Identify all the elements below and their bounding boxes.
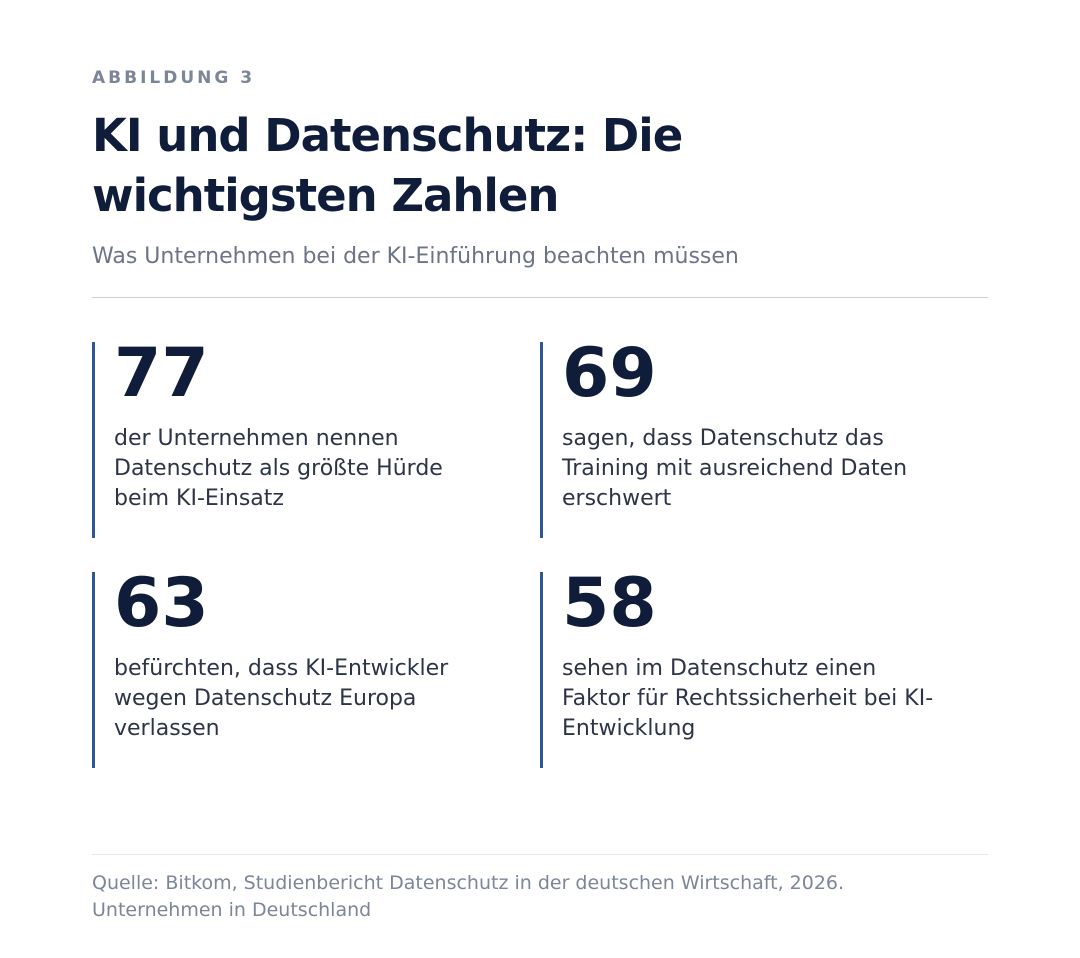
- stat-value: 63: [114, 564, 209, 643]
- stat-value: 77: [114, 334, 209, 413]
- stat-card: 63 befürchten, dass KI-Entwickler wegen …: [92, 564, 502, 768]
- source-line-1: Quelle: Bitkom, Studienbericht Datenschu…: [92, 872, 845, 894]
- stat-description: sagen, dass Datenschutz das Training mit…: [562, 426, 908, 511]
- figure-subtitle: Was Unternehmen bei der KI-Einführung be…: [92, 244, 739, 269]
- stat-card: 58 sehen im Datenschutz einen Faktor für…: [540, 564, 950, 768]
- stat-card: 69 sagen, dass Datenschutz das Training …: [540, 334, 950, 538]
- source-note: Quelle: Bitkom, Studienbericht Datenschu…: [92, 870, 988, 924]
- stat-value: 69: [562, 334, 657, 413]
- figure-header: ABBILDUNG 3 KI und Datenschutz: Die wich…: [92, 64, 988, 272]
- stat-value: 58: [562, 564, 657, 643]
- stat-description: sehen im Datenschutz einen Faktor für Re…: [562, 656, 934, 741]
- footer-divider: [92, 854, 988, 855]
- source-line-2: Unternehmen in Deutschland: [92, 899, 372, 921]
- stat-card: 77 der Unternehmen nennen Datenschutz al…: [92, 334, 502, 538]
- stat-description: befürchten, dass KI-Entwickler wegen Dat…: [114, 656, 449, 741]
- stat-description: der Unternehmen nennen Datenschutz als g…: [114, 426, 443, 511]
- figure-label: ABBILDUNG 3: [92, 68, 256, 88]
- header-divider: [92, 297, 988, 298]
- figure-title: KI und Datenschutz: Die wichtigsten Zahl…: [92, 109, 683, 222]
